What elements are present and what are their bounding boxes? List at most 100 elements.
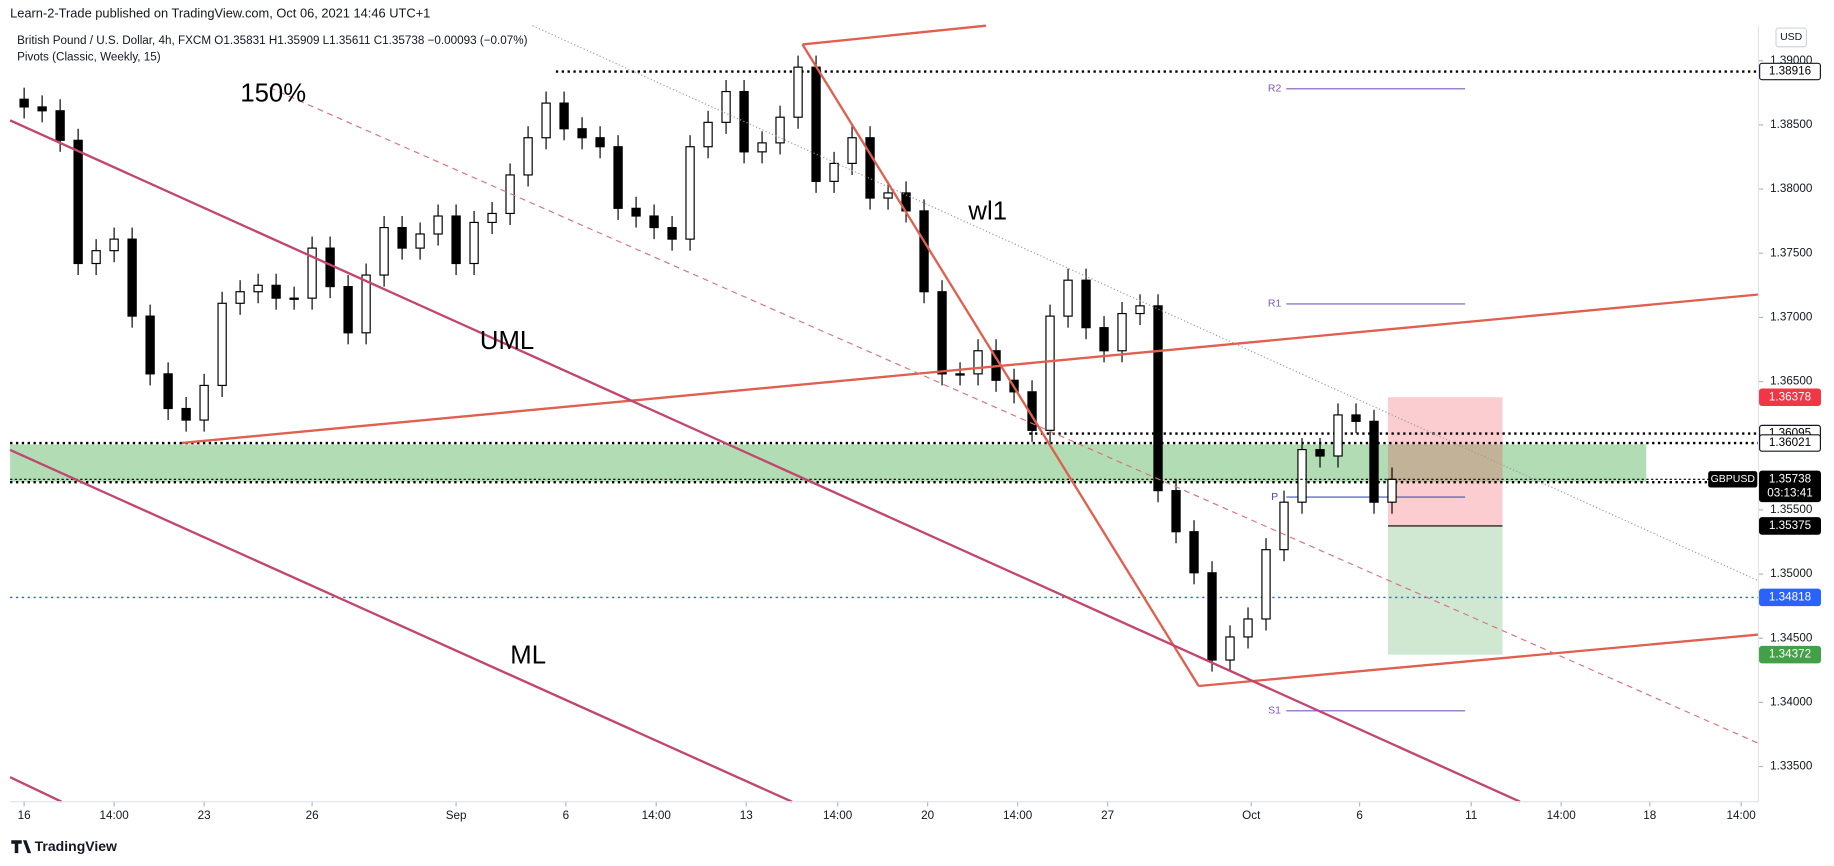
pivot-label: R1: [1268, 298, 1282, 310]
x-tick-label: 14:00: [823, 809, 853, 822]
candle-body: [829, 162, 839, 182]
candle-body: [1297, 448, 1307, 503]
last-price-tag: 1.35738: [1759, 470, 1821, 503]
candle-body: [397, 226, 407, 249]
brand-logo: TradingView: [11, 838, 117, 854]
x-tick-label: Sep: [446, 809, 467, 822]
candle-body: [91, 250, 101, 265]
candle-body: [289, 297, 299, 300]
candle-body: [451, 215, 461, 265]
entry-tag: 1.35375: [1759, 517, 1821, 535]
candle-body: [379, 226, 389, 276]
last-price-tag-box: [1759, 470, 1821, 503]
y-tick-label: 1.37000: [1770, 310, 1813, 323]
candle-body: [1045, 315, 1055, 431]
y-tick-label: 1.34000: [1770, 695, 1813, 708]
candle-body: [433, 215, 443, 235]
symbol-box: [1708, 471, 1758, 488]
candle-body: [1117, 312, 1127, 352]
pivot-label: R2: [1268, 83, 1282, 95]
y-tick-label: 1.35000: [1770, 567, 1813, 580]
countdown: 03:13:41: [1767, 486, 1812, 499]
candle-body: [19, 98, 29, 108]
target-tag: 1.34372: [1759, 645, 1821, 664]
candle-body: [595, 137, 605, 148]
candle-body: [109, 238, 119, 252]
candle-body: [73, 139, 83, 265]
candle-body: [271, 284, 281, 299]
candle-body: [37, 106, 47, 112]
brand: TradingView: [35, 838, 117, 854]
candle-body: [793, 66, 803, 118]
candle-body: [469, 221, 479, 265]
candle-body: [631, 207, 641, 217]
candle-body: [163, 373, 173, 410]
candle-body: [1387, 478, 1397, 503]
candle-body: [235, 291, 245, 304]
candle-body: [487, 212, 497, 224]
candle-body: [217, 302, 227, 386]
candle-body: [1081, 279, 1091, 329]
pivot-label: S1: [1268, 705, 1281, 717]
pitchfork-line: [9, 448, 793, 803]
annotation: ML: [510, 642, 546, 670]
y-tick-label: 1.35500: [1770, 503, 1813, 516]
y-tick-label: 1.33500: [1770, 760, 1813, 773]
candle-body: [1099, 327, 1109, 352]
pitchfork-line: [9, 776, 63, 803]
target-zone: [1387, 525, 1503, 655]
x-tick-label: 14:00: [100, 809, 130, 822]
x-tick-label: 27: [1101, 809, 1114, 822]
x-tick-label: Oct: [1242, 809, 1261, 822]
candle-body: [307, 247, 317, 299]
candle-body: [919, 210, 929, 293]
candle-body: [847, 137, 857, 164]
candle-body: [937, 291, 947, 375]
candle-body: [883, 192, 893, 199]
x-tick-label: 14:00: [642, 809, 672, 822]
x-tick-label: 6: [563, 809, 570, 822]
trend-line: [181, 293, 1759, 445]
candle-body: [415, 233, 425, 249]
candle-body: [613, 146, 623, 209]
candle-body: [523, 137, 533, 176]
candle-body: [343, 286, 353, 334]
candle-body: [811, 66, 821, 182]
level-tag: 1.38916: [1759, 62, 1821, 81]
y-tick-label: 1.38000: [1770, 182, 1813, 195]
currency-box: [1775, 27, 1807, 48]
candle-body: [181, 407, 191, 421]
candle-body: [55, 110, 65, 141]
y-tick-label: 1.36500: [1770, 375, 1813, 388]
level-tag-box: [1759, 588, 1821, 607]
candle-body: [325, 247, 335, 288]
candle-body: [1243, 618, 1253, 638]
trend-line: [1198, 633, 1759, 688]
level-tag: 1.36021: [1759, 434, 1821, 452]
entry-tag-box: [1759, 517, 1821, 535]
candle-body: [667, 226, 677, 240]
currency: USD: [1780, 31, 1803, 43]
brand-icon: [11, 840, 32, 854]
candle-body: [1279, 501, 1289, 551]
level-tag-label: 1.34818: [1769, 590, 1811, 603]
candle-body: [1261, 549, 1271, 620]
candle-body: [541, 102, 551, 139]
y-tick-label: 1.34500: [1770, 631, 1813, 644]
candle-body: [1189, 531, 1199, 574]
publisher: Learn-2-Trade published on TradingView.c…: [10, 5, 430, 20]
candle-body: [1135, 305, 1145, 315]
level-tag: 1.34818: [1759, 588, 1821, 607]
stop-tag-label: 1.36378: [1769, 390, 1811, 403]
annotation: UML: [480, 327, 534, 355]
candle-body: [1063, 279, 1073, 317]
y-tick-label: 1.38500: [1770, 118, 1813, 131]
stop-zone: [1387, 397, 1503, 526]
candle-body: [1315, 448, 1325, 457]
candle-body: [361, 274, 371, 334]
candle-body: [865, 137, 875, 199]
candle-body: [955, 373, 965, 376]
stop-tag-box: [1759, 388, 1821, 406]
level-tag-label: 1.36021: [1769, 436, 1811, 449]
